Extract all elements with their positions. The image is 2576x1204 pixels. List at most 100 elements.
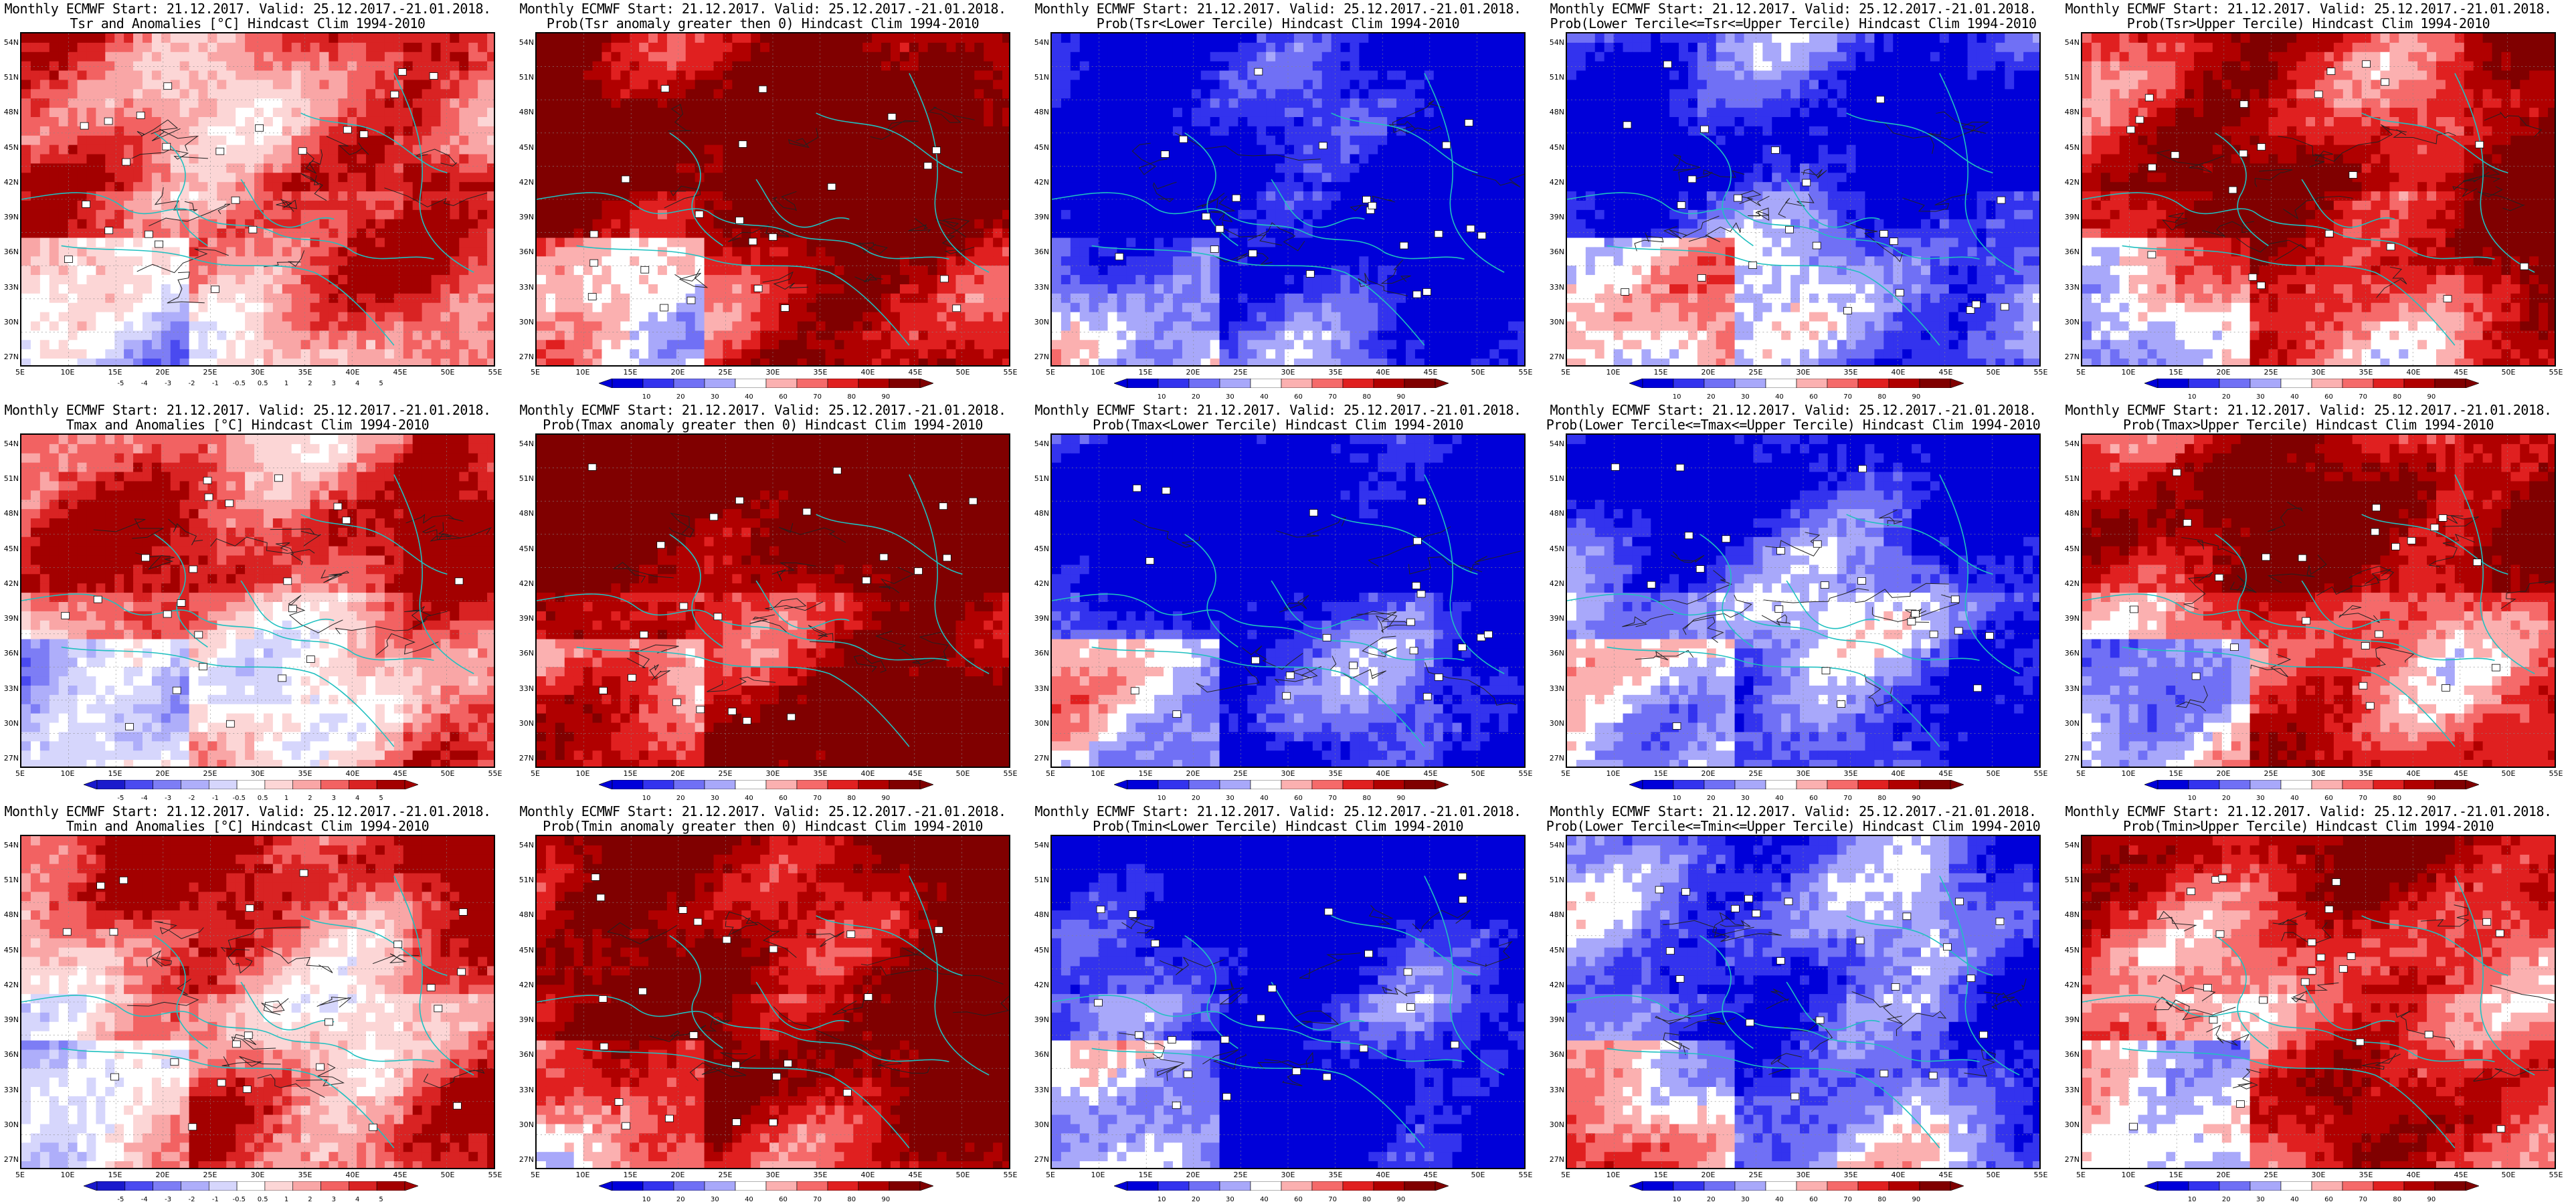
map-cell xyxy=(1414,219,1425,229)
map-cell xyxy=(319,200,329,211)
map-cell xyxy=(834,154,844,164)
map-cell xyxy=(751,349,761,359)
map-cell xyxy=(872,108,882,118)
map-cell xyxy=(769,173,779,183)
map-cell xyxy=(1378,70,1388,80)
map-cell xyxy=(77,42,87,53)
map-cell xyxy=(450,70,460,80)
map-cell xyxy=(487,219,494,229)
map-cell xyxy=(955,293,965,304)
map-cell xyxy=(778,98,789,108)
map-cell xyxy=(751,144,761,155)
map-cell xyxy=(263,293,274,304)
map-cell xyxy=(375,340,385,350)
colorbar-label: 4 xyxy=(347,380,367,387)
map-cell xyxy=(760,359,770,365)
map-cell xyxy=(114,80,124,90)
map-cell xyxy=(431,173,441,183)
map-cell xyxy=(862,209,872,220)
map-cell xyxy=(564,340,575,350)
map-cell xyxy=(816,228,826,239)
map-cell xyxy=(592,42,602,53)
map-cell xyxy=(974,256,984,266)
map-cell xyxy=(236,321,246,331)
map-cell xyxy=(891,330,901,340)
coastline xyxy=(61,245,395,346)
map-cell xyxy=(713,275,723,285)
map-cell xyxy=(245,80,255,90)
map-cell xyxy=(788,135,798,146)
map-cell xyxy=(86,42,96,53)
map-cell xyxy=(918,237,929,247)
map-cell xyxy=(862,182,872,192)
map-cell xyxy=(1210,173,1220,183)
map-cell xyxy=(393,144,404,155)
map-cell xyxy=(1517,191,1524,201)
map-cell xyxy=(422,126,432,136)
map-cell xyxy=(114,359,124,365)
map-cell xyxy=(68,70,78,80)
map-cell xyxy=(564,321,575,331)
map-cell xyxy=(769,293,779,304)
map-cell xyxy=(282,349,292,359)
map-cell xyxy=(431,154,441,164)
map-cell xyxy=(357,256,367,266)
map-cell xyxy=(319,256,329,266)
map-cell xyxy=(1303,173,1313,183)
map-cell xyxy=(263,108,274,118)
map-cell xyxy=(853,340,863,350)
map-cell xyxy=(384,80,395,90)
map-cell xyxy=(1002,42,1009,53)
map-cell xyxy=(1508,126,1518,136)
map-cell xyxy=(918,321,929,331)
map-cell xyxy=(620,42,630,53)
map-cell xyxy=(1331,70,1342,80)
map-cell xyxy=(21,266,31,276)
map-cell xyxy=(1238,173,1248,183)
map-cell xyxy=(357,33,367,43)
map-cell xyxy=(49,126,60,136)
map-cell xyxy=(254,33,264,43)
map-cell xyxy=(291,256,302,266)
map-cell xyxy=(114,154,124,164)
map-cell xyxy=(77,108,87,118)
map-cell xyxy=(459,275,469,285)
map-cell xyxy=(1378,80,1388,90)
map-cell xyxy=(440,98,450,108)
map-cell xyxy=(114,340,124,350)
map-cell xyxy=(422,275,432,285)
map-cell xyxy=(555,89,565,99)
map-cell xyxy=(1117,89,1127,99)
map-cell xyxy=(254,52,264,62)
map-cell xyxy=(124,126,134,136)
map-cell xyxy=(657,256,668,266)
map-cell xyxy=(366,144,376,155)
map-cell xyxy=(254,163,264,173)
map-cell xyxy=(1414,61,1425,72)
map-cell xyxy=(450,349,460,359)
map-cell xyxy=(1079,70,1090,80)
map-cell xyxy=(1172,126,1183,136)
map-cell xyxy=(630,275,640,285)
map-cell xyxy=(1098,89,1109,99)
map-cell xyxy=(583,144,593,155)
map-cell xyxy=(300,302,311,313)
map-cell xyxy=(927,182,938,192)
map-cell xyxy=(151,200,162,211)
map-cell xyxy=(384,275,395,285)
map-cell xyxy=(338,108,348,118)
map-cell xyxy=(487,144,494,155)
map-cell xyxy=(946,321,956,331)
map-cell xyxy=(797,312,808,322)
map-cell xyxy=(993,312,1003,322)
map-cell xyxy=(955,359,965,365)
map-cell xyxy=(723,191,733,201)
map-cell xyxy=(440,52,450,62)
map-cell xyxy=(1200,154,1211,164)
map-cell xyxy=(1406,70,1416,80)
map-cell xyxy=(918,80,929,90)
map-cell xyxy=(170,33,181,43)
map-cell xyxy=(844,173,854,183)
map-cell xyxy=(236,340,246,350)
map-cell xyxy=(685,126,696,136)
